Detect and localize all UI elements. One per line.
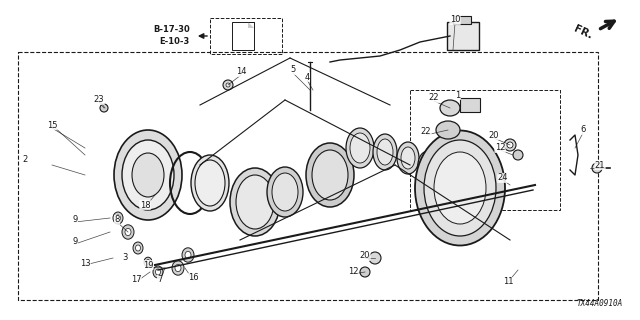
Text: 11: 11 <box>503 277 513 286</box>
Text: B-17-30: B-17-30 <box>153 26 190 35</box>
Ellipse shape <box>226 83 230 87</box>
Bar <box>232 22 254 50</box>
Text: 16: 16 <box>188 274 198 283</box>
Text: 9: 9 <box>72 215 77 225</box>
Text: 22: 22 <box>429 93 439 102</box>
Text: 20: 20 <box>489 131 499 140</box>
Ellipse shape <box>125 228 131 236</box>
Text: 3: 3 <box>122 253 128 262</box>
Bar <box>18 52 598 300</box>
Ellipse shape <box>360 267 370 277</box>
Text: 20: 20 <box>360 252 371 260</box>
Text: 9: 9 <box>72 237 77 246</box>
Ellipse shape <box>195 160 225 206</box>
Ellipse shape <box>133 242 143 254</box>
Ellipse shape <box>156 269 161 275</box>
Text: 22: 22 <box>420 127 431 137</box>
Ellipse shape <box>115 215 120 221</box>
Ellipse shape <box>153 266 163 278</box>
Ellipse shape <box>306 143 354 207</box>
Ellipse shape <box>397 142 419 174</box>
Text: E-10-3: E-10-3 <box>160 37 190 46</box>
Bar <box>453 16 471 24</box>
Text: 19: 19 <box>143 260 153 269</box>
Text: 6: 6 <box>580 125 586 134</box>
Ellipse shape <box>223 80 233 90</box>
Text: 2: 2 <box>22 156 28 164</box>
Text: 12: 12 <box>495 143 505 153</box>
Ellipse shape <box>422 156 434 174</box>
Ellipse shape <box>350 133 370 163</box>
Ellipse shape <box>236 175 274 229</box>
Text: 17: 17 <box>131 276 141 284</box>
Ellipse shape <box>418 151 438 179</box>
Text: 14: 14 <box>236 68 246 76</box>
Ellipse shape <box>504 139 516 151</box>
Bar <box>210 18 282 54</box>
Text: 5: 5 <box>291 66 296 75</box>
Ellipse shape <box>415 131 505 245</box>
Ellipse shape <box>513 150 523 160</box>
Polygon shape <box>248 22 254 28</box>
Ellipse shape <box>424 140 496 236</box>
Text: 12: 12 <box>348 268 358 276</box>
Ellipse shape <box>191 155 229 211</box>
Ellipse shape <box>136 245 141 251</box>
Text: 18: 18 <box>140 201 150 210</box>
Ellipse shape <box>401 147 415 169</box>
Ellipse shape <box>182 248 194 262</box>
Ellipse shape <box>272 173 298 211</box>
Text: 24: 24 <box>498 173 508 182</box>
Ellipse shape <box>185 252 191 259</box>
Ellipse shape <box>377 139 393 165</box>
Text: 21: 21 <box>595 161 605 170</box>
Ellipse shape <box>146 260 150 264</box>
Text: FR.: FR. <box>572 23 594 41</box>
Bar <box>447 22 479 50</box>
Ellipse shape <box>312 150 348 200</box>
Ellipse shape <box>267 167 303 217</box>
Ellipse shape <box>122 225 134 239</box>
Ellipse shape <box>100 104 108 112</box>
Ellipse shape <box>440 100 460 116</box>
Text: 7: 7 <box>157 276 163 284</box>
Text: 10: 10 <box>450 15 460 25</box>
Ellipse shape <box>175 264 181 272</box>
Bar <box>410 90 560 210</box>
Ellipse shape <box>434 152 486 224</box>
Ellipse shape <box>113 212 123 224</box>
Text: 23: 23 <box>93 95 104 105</box>
Text: 15: 15 <box>47 121 57 130</box>
Text: TX44A0910A: TX44A0910A <box>577 299 623 308</box>
Ellipse shape <box>436 121 460 139</box>
Ellipse shape <box>230 168 280 236</box>
Ellipse shape <box>592 163 602 173</box>
Ellipse shape <box>369 252 381 264</box>
Ellipse shape <box>346 128 374 168</box>
Ellipse shape <box>122 140 174 210</box>
Ellipse shape <box>373 134 397 170</box>
Text: 1: 1 <box>456 91 461 100</box>
Bar <box>460 98 480 112</box>
Text: 13: 13 <box>80 259 90 268</box>
Ellipse shape <box>144 257 152 267</box>
Ellipse shape <box>172 261 184 275</box>
Text: 4: 4 <box>305 73 310 82</box>
Ellipse shape <box>132 153 164 197</box>
Ellipse shape <box>507 142 513 148</box>
Text: 8: 8 <box>115 215 120 225</box>
Ellipse shape <box>114 130 182 220</box>
